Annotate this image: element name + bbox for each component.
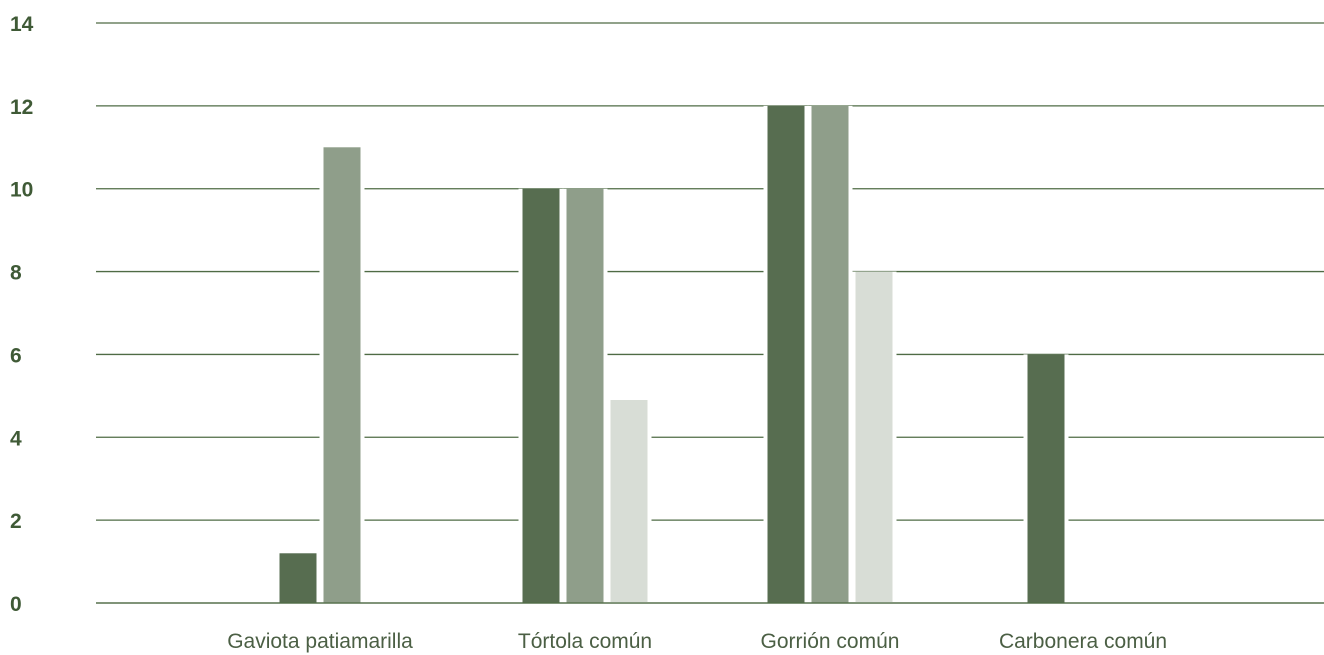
bar (566, 188, 604, 603)
y-tick-label: 2 (10, 510, 22, 533)
y-tick-label: 12 (10, 96, 33, 119)
bar (855, 271, 893, 603)
bar (1027, 354, 1065, 603)
bar (811, 105, 849, 603)
y-tick-label: 14 (10, 13, 34, 36)
bar (767, 105, 805, 603)
x-category-label: Gorrión común (761, 630, 900, 653)
y-tick-label: 8 (10, 262, 22, 285)
gridlines (96, 22, 1324, 604)
bars (96, 105, 1324, 604)
y-tick-label: 0 (10, 593, 22, 616)
x-axis-labels: Gaviota patiamarilla Tórtola común Gorrión… (227, 630, 1167, 653)
y-axis-ticks: 0 2 4 6 8 10 12 14 (10, 13, 34, 616)
bar (522, 188, 560, 603)
bar (323, 147, 361, 604)
x-category-label: Carbonera común (999, 630, 1167, 653)
x-category-label: Tórtola común (518, 630, 652, 653)
bar (279, 553, 317, 603)
y-tick-label: 6 (10, 344, 22, 367)
x-category-label: Gaviota patiamarilla (227, 630, 413, 653)
bar (610, 400, 648, 603)
y-tick-label: 4 (10, 427, 22, 450)
y-tick-label: 10 (10, 179, 33, 202)
